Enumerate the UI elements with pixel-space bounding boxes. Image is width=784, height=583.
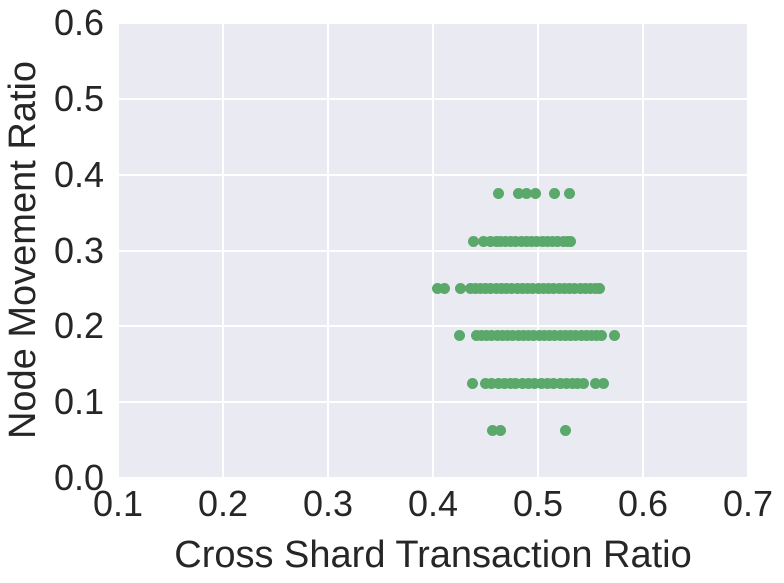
scatter-point (609, 330, 621, 342)
scatter-point (597, 377, 609, 389)
x-tick-label: 0.4 (407, 483, 459, 524)
y-tick-label: 0.4 (53, 153, 104, 195)
x-tick-label: 0.1 (92, 483, 144, 524)
scatter-point (559, 425, 571, 437)
scatter-point (453, 330, 465, 342)
scatter-point (535, 377, 547, 389)
scatter-point (520, 188, 532, 200)
gridline-horizontal (118, 325, 748, 328)
x-tick-label: 0.3 (302, 483, 354, 524)
x-axis-label: Cross Shard Transaction Ratio (174, 534, 692, 576)
gridline-horizontal (118, 249, 748, 252)
scatter-point (492, 377, 504, 389)
scatter-point (564, 188, 575, 200)
scatter-point (467, 377, 479, 389)
scatter-point (439, 282, 451, 294)
y-tick-label: 0.0 (53, 457, 104, 498)
scatter-point (595, 330, 607, 342)
scatter-point (549, 188, 561, 200)
x-tick-label: 0.7 (722, 483, 774, 524)
scatter-point (577, 377, 589, 389)
gridline-vertical (747, 23, 749, 478)
y-tick-label: 0.6 (53, 2, 104, 43)
scatter-point (431, 282, 443, 294)
scatter-point (468, 235, 480, 247)
x-tick-label: 0.6 (617, 483, 669, 524)
gridline-horizontal (118, 22, 748, 24)
scatter-point (510, 377, 522, 389)
scatter-point (594, 282, 606, 294)
y-tick-label: 0.5 (53, 77, 104, 119)
gridline-horizontal (118, 97, 748, 100)
gridline-horizontal (118, 173, 748, 176)
scatter-point (512, 188, 524, 200)
scatter-point (486, 377, 498, 389)
scatter-point (590, 377, 602, 389)
plot-area (117, 22, 749, 479)
y-tick-label: 0.1 (53, 381, 104, 423)
scatter-point (477, 235, 489, 247)
scatter-point (565, 235, 577, 247)
y-tick-label: 0.2 (53, 305, 104, 347)
scatter-point (498, 377, 510, 389)
scatter-point (554, 377, 566, 389)
scatter-point (529, 377, 541, 389)
scatter-point (480, 377, 491, 389)
x-tick-label: 0.2 (197, 483, 249, 524)
scatter-point (487, 425, 499, 437)
scatter-point (494, 425, 506, 437)
scatter-point (530, 188, 542, 200)
scatter-point (541, 377, 553, 389)
gridline-horizontal (118, 477, 748, 479)
scatter-point (523, 377, 535, 389)
scatter-point (454, 282, 466, 294)
gridline-horizontal (118, 401, 748, 404)
scatter-point (548, 377, 560, 389)
scatter-point (492, 188, 504, 200)
scatter-point (560, 377, 572, 389)
y-tick-label: 0.3 (53, 229, 104, 271)
x-tick-label: 0.5 (512, 483, 564, 524)
scatter-point (516, 377, 528, 389)
